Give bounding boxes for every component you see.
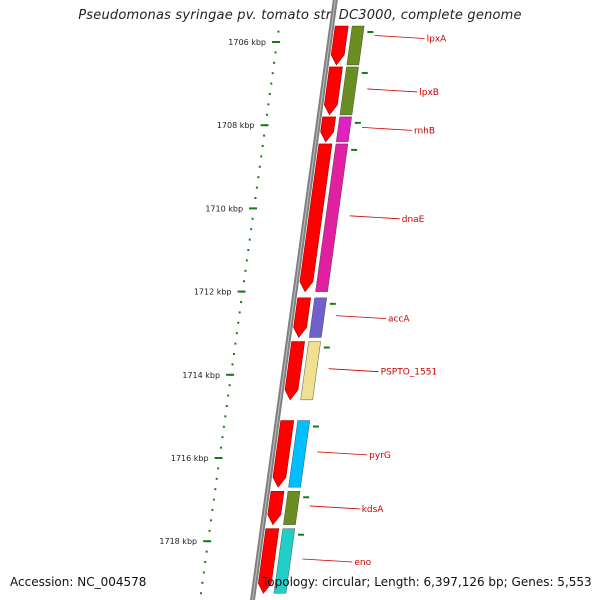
cds-arrow[interactable] (324, 66, 343, 116)
cds-arrow[interactable] (320, 116, 337, 143)
ruler-tick-label: 1718 kbp (159, 537, 197, 546)
map-title: Pseudomonas syringae pv. tomato str. DC3… (78, 8, 522, 23)
gene-block[interactable] (346, 25, 365, 66)
gene-block[interactable] (300, 341, 321, 401)
cds-arrow[interactable] (293, 297, 312, 338)
genome-stats: Topology: circular; Length: 6,397,126 bp… (262, 575, 592, 589)
length-label: Length: 6,397,126 bp; (374, 575, 508, 589)
gene-label-lpxa[interactable]: lpxA (427, 34, 448, 44)
cds-arrow[interactable] (299, 143, 333, 293)
gene-label-rnhb[interactable]: rnhB (414, 126, 435, 136)
gene-label-kdsa[interactable]: kdsA (362, 505, 385, 515)
gene-label-leader (349, 215, 400, 220)
gene-track (273, 25, 374, 594)
gene-label-leader (302, 558, 353, 563)
gene-block[interactable] (288, 420, 310, 488)
gene-block[interactable] (308, 297, 327, 338)
ruler-tick-label: 1708 kbp (217, 121, 255, 130)
gene-label-dnae[interactable]: dnaE (402, 215, 425, 225)
backbone-highlight (252, 0, 336, 600)
cds-arrow[interactable] (272, 420, 295, 488)
gene-label-eno[interactable]: eno (354, 558, 371, 568)
gene-block[interactable] (315, 143, 349, 292)
cds-track (249, 0, 349, 600)
kbp-ruler: 1706 kbp 1708 kbp 1710 kbp 1712 kbp 1714 kbp… (159, 30, 280, 595)
gene-label-leader (317, 451, 368, 456)
cds-arrow[interactable] (257, 528, 280, 594)
cds-arrow[interactable] (284, 341, 306, 401)
gene-label-leader (335, 315, 386, 320)
topology-label: Topology: circular; (262, 575, 371, 589)
gene-label-leader (328, 368, 379, 373)
gene-block[interactable] (339, 66, 359, 116)
accession-label: Accession: NC_004578 (10, 575, 147, 589)
gene-labels: lpxA lpxB rnhB dnaE accA PSPTO_1551 pyrG kdsA en… (302, 34, 447, 568)
gene-block[interactable] (335, 116, 352, 143)
gene-label-leader (374, 35, 425, 39)
gene-label-lpxb[interactable]: lpxB (419, 88, 439, 98)
gene-label-leader (309, 505, 360, 510)
gene-label-pyrg[interactable]: pyrG (369, 451, 391, 461)
ruler-tick-label: 1716 kbp (171, 454, 209, 463)
gene-label-pspto_1551[interactable]: PSPTO_1551 (381, 368, 438, 378)
gene-label-leader (361, 127, 412, 131)
gene-label-acca[interactable]: accA (388, 315, 410, 325)
genes-count-label: Genes: 5,553 (511, 575, 592, 589)
ruler-tick-label: 1710 kbp (205, 204, 243, 213)
gene-block[interactable] (283, 491, 301, 525)
ruler-tick-label: 1706 kbp (228, 38, 266, 47)
gene-block[interactable] (273, 528, 296, 594)
ruler-tick-label: 1714 kbp (182, 371, 220, 380)
cds-arrow[interactable] (267, 490, 285, 526)
cds-arrow[interactable] (330, 25, 349, 66)
ruler-tick-label: 1712 kbp (194, 288, 232, 297)
gene-label-leader (367, 88, 418, 93)
